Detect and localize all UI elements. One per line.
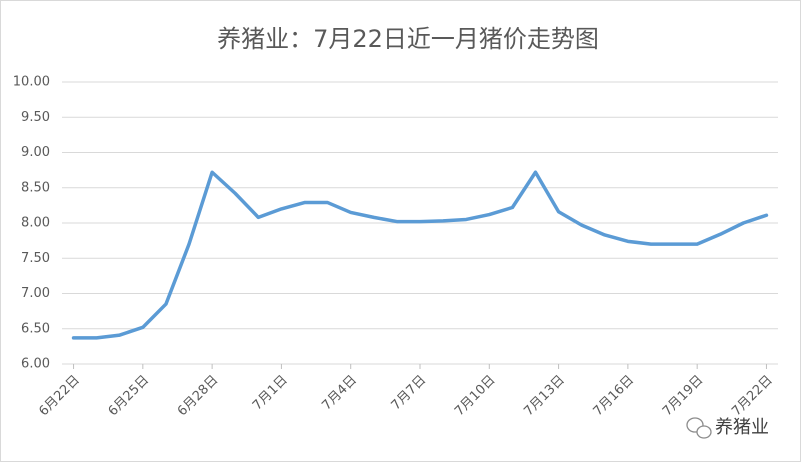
y-tick-label: 8.50 <box>21 180 50 195</box>
watermark: 养猪业 <box>715 417 769 438</box>
y-tick-label: 6.00 <box>21 357 50 372</box>
y-tick-label: 7.00 <box>21 286 50 301</box>
y-tick-label: 9.50 <box>21 110 50 125</box>
watermark-icon <box>686 417 712 439</box>
y-tick-label: 7.50 <box>21 251 50 266</box>
y-tick-label: 10.00 <box>13 75 50 90</box>
y-tick-label: 8.00 <box>21 216 50 231</box>
y-tick-label: 6.50 <box>21 321 50 336</box>
y-tick-label: 9.00 <box>21 145 50 160</box>
chart-title: 养猪业：7月22日近一月猪价走势图 <box>217 25 599 53</box>
data-line <box>71 170 769 340</box>
